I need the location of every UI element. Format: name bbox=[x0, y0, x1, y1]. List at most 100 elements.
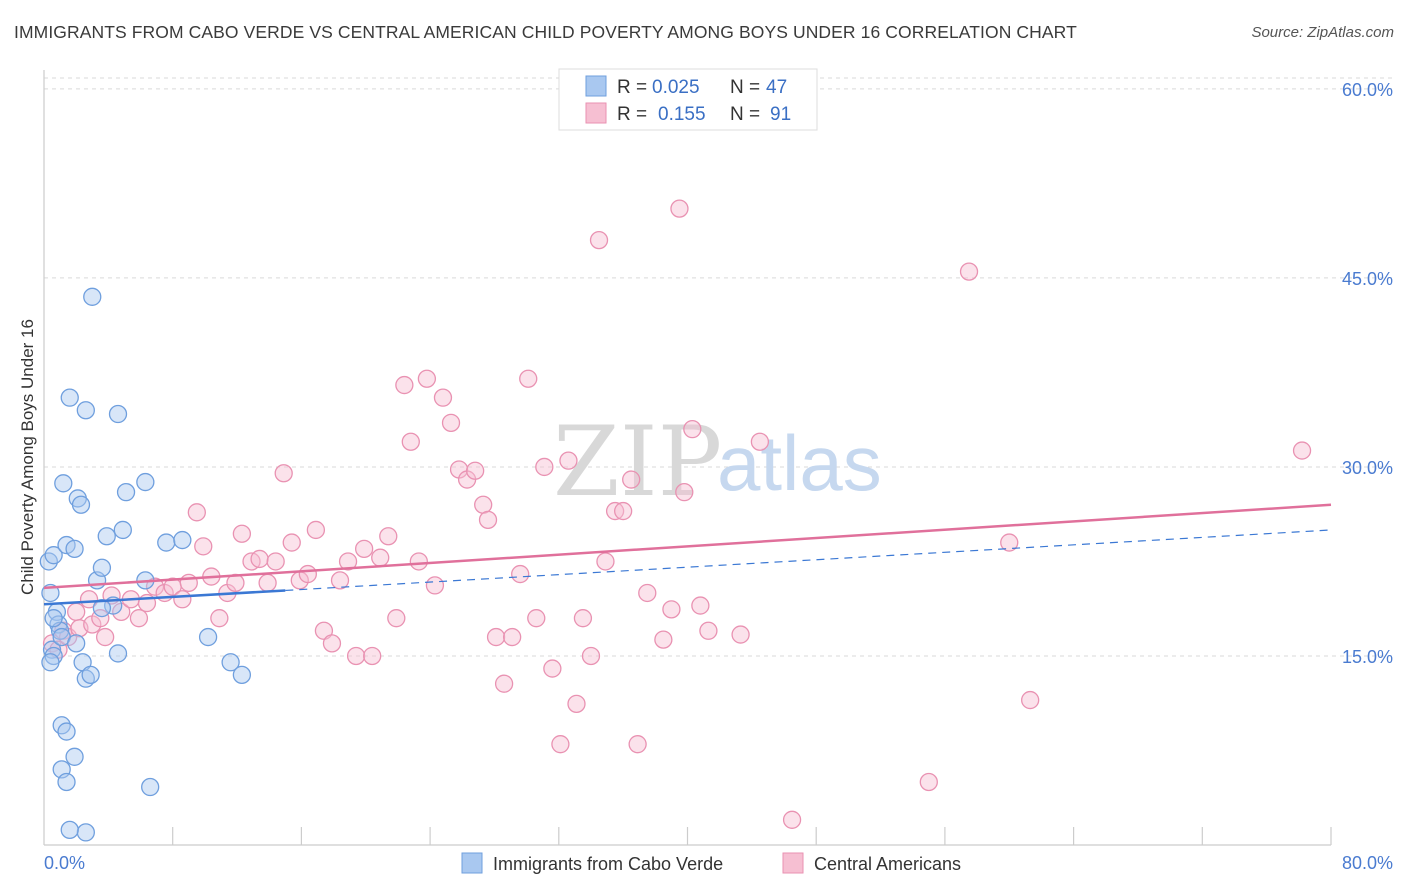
cabo-verde-point-44 bbox=[141, 777, 160, 797]
watermark-zip: ZIP bbox=[553, 406, 722, 518]
series-legend: Immigrants from Cabo Verde Central Ameri… bbox=[461, 852, 961, 874]
cabo-verde-point-26 bbox=[108, 644, 128, 663]
central-americans-point-90 bbox=[1000, 533, 1019, 552]
x-ticks bbox=[172, 827, 1332, 845]
central-americans-point-56 bbox=[474, 495, 493, 514]
cabo-verde-point-23 bbox=[97, 527, 116, 546]
central-americans-point-40 bbox=[346, 646, 366, 666]
central-americans-point-75 bbox=[622, 470, 641, 489]
trendline-cabo-verde bbox=[43, 589, 286, 606]
watermark-atlas: atlas bbox=[717, 419, 882, 507]
central-americans-point-52 bbox=[441, 413, 461, 432]
central-americans-point-20 bbox=[187, 503, 206, 522]
cabo-verde-point-11 bbox=[54, 474, 73, 493]
central-americans-point-39 bbox=[338, 552, 358, 571]
cabo-verde-point-1 bbox=[44, 546, 63, 565]
central-americans-point-74 bbox=[614, 501, 633, 521]
central-americans-point-80 bbox=[670, 199, 689, 218]
cabo-verde-point-8 bbox=[41, 653, 60, 672]
central-americans-point-18 bbox=[173, 590, 192, 609]
cabo-verde-point-33 bbox=[173, 530, 192, 550]
cabo-verde-point-43 bbox=[60, 820, 79, 840]
cabo-verde-point-25 bbox=[92, 598, 112, 618]
central-americans-point-59 bbox=[494, 674, 514, 693]
legend-swatch-blue bbox=[585, 75, 607, 97]
cabo-verde-point-30 bbox=[136, 472, 155, 492]
central-americans-point-31 bbox=[274, 464, 293, 483]
trendline-central-americans bbox=[43, 503, 1332, 590]
central-americans-point-66 bbox=[551, 735, 570, 754]
central-americans-point-50 bbox=[425, 576, 445, 595]
central-americans-point-29 bbox=[258, 573, 277, 593]
central-americans-point-57 bbox=[478, 510, 498, 530]
cabo-verde-point-20 bbox=[76, 401, 95, 420]
central-americans-point-70 bbox=[581, 646, 601, 666]
y-tick-label-1: 30.0% bbox=[1342, 458, 1393, 478]
central-americans-point-37 bbox=[322, 634, 342, 653]
y-tick-label-3: 60.0% bbox=[1342, 80, 1393, 100]
bottom-legend-label-blue: Immigrants from Cabo Verde bbox=[493, 854, 723, 874]
central-americans-point-62 bbox=[519, 369, 538, 388]
central-americans-point-84 bbox=[699, 621, 718, 640]
central-americans-point-21 bbox=[194, 537, 213, 556]
x-tick-label-max: 80.0% bbox=[1342, 853, 1393, 873]
cabo-verde-point-12 bbox=[60, 388, 79, 407]
central-americans-point-42 bbox=[363, 646, 382, 666]
cabo-verde-point-34 bbox=[198, 627, 218, 647]
series-central-americans bbox=[42, 199, 1312, 829]
cabo-verde-point-42 bbox=[76, 823, 95, 842]
central-americans-point-6 bbox=[79, 590, 99, 609]
central-americans-point-44 bbox=[379, 527, 398, 546]
central-americans-point-64 bbox=[535, 457, 554, 477]
central-americans-point-61 bbox=[511, 564, 530, 584]
cabo-verde-point-27 bbox=[108, 404, 128, 424]
y-tick-labels: 15.0% 30.0% 45.0% 60.0% bbox=[1342, 80, 1393, 667]
central-americans-point-41 bbox=[354, 539, 374, 559]
central-americans-point-79 bbox=[662, 600, 681, 619]
central-americans-point-35 bbox=[306, 520, 326, 540]
central-americans-point-77 bbox=[638, 583, 657, 603]
central-americans-point-49 bbox=[417, 369, 437, 388]
cabo-verde-point-22 bbox=[92, 558, 112, 577]
central-americans-point-47 bbox=[401, 432, 420, 451]
y-tick-label-2: 45.0% bbox=[1342, 269, 1393, 289]
central-americans-point-89 bbox=[959, 262, 979, 281]
legend-r-label-pink: R = bbox=[617, 104, 647, 125]
cabo-verde-point-45 bbox=[83, 287, 102, 306]
cabo-verde-point-41 bbox=[57, 772, 76, 792]
central-americans-point-67 bbox=[559, 451, 578, 470]
central-americans-point-85 bbox=[731, 625, 750, 644]
central-americans-point-51 bbox=[433, 388, 453, 407]
central-americans-point-32 bbox=[282, 533, 301, 552]
legend-r-value-pink: 0.155 bbox=[658, 104, 706, 125]
central-americans-point-28 bbox=[250, 549, 269, 569]
chart-source: Source: ZipAtlas.com bbox=[1251, 24, 1394, 41]
central-americans-point-30 bbox=[266, 552, 285, 571]
central-americans-point-71 bbox=[589, 230, 609, 250]
grid-lines bbox=[44, 77, 1394, 657]
central-americans-point-86 bbox=[750, 432, 770, 451]
cabo-verde-point-28 bbox=[116, 483, 136, 502]
central-americans-point-76 bbox=[628, 735, 647, 754]
stats-legend: R = 0.025 N = 47 R = 0.155 N = 91 bbox=[558, 68, 818, 131]
bottom-legend-label-pink: Central Americans bbox=[814, 854, 961, 874]
y-axis-label: Child Poverty Among Boys Under 16 bbox=[18, 319, 37, 595]
central-americans-point-15 bbox=[145, 577, 165, 596]
cabo-verde-point-15 bbox=[65, 539, 84, 559]
cabo-verde-point-14 bbox=[71, 495, 91, 514]
cabo-verde-point-16 bbox=[67, 634, 86, 653]
cabo-verde-point-19 bbox=[81, 665, 100, 685]
y-tick-label-0: 15.0% bbox=[1342, 647, 1393, 667]
central-americans-point-34 bbox=[298, 564, 317, 584]
series-immigrants-from-cabo-verde bbox=[39, 287, 252, 842]
trendline-cabo-verde-dashed bbox=[285, 529, 1332, 592]
x-tick-label-min: 0.0% bbox=[44, 853, 85, 873]
central-americans-point-88 bbox=[919, 772, 938, 792]
watermark: ZIP atlas bbox=[553, 406, 882, 518]
legend-swatch-pink bbox=[585, 102, 607, 124]
central-americans-point-38 bbox=[330, 571, 350, 590]
trendlines bbox=[43, 503, 1332, 606]
central-americans-point-43 bbox=[371, 548, 390, 567]
central-americans-point-4 bbox=[67, 602, 86, 622]
